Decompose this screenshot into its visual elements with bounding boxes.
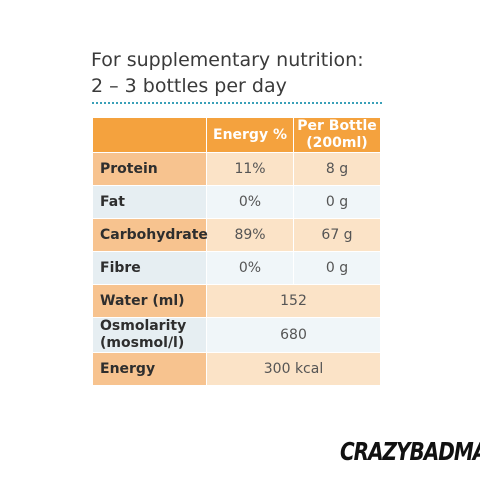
per-bottle-cell: 0 g	[293, 251, 381, 285]
row-label: Protein	[92, 152, 207, 186]
merged-value-cell: 152	[206, 284, 381, 318]
table-row: Water (ml) 152	[92, 284, 381, 318]
header-empty-cell	[92, 117, 207, 153]
table-row: Osmolarity (mosmol/l) 680	[92, 317, 381, 353]
energy-percent-cell: 11%	[206, 152, 294, 186]
brand-logo-text: CRAZYBADMAN	[340, 436, 480, 466]
row-label-line-2: (mosmol/l)	[100, 335, 185, 351]
table-row: Fat 0% 0 g	[92, 185, 381, 219]
header-per-bottle-line-1: Per Bottle	[297, 118, 377, 134]
table-row: Fibre 0% 0 g	[92, 251, 381, 285]
row-label: Osmolarity (mosmol/l)	[92, 317, 207, 353]
table-row: Energy 300 kcal	[92, 352, 381, 386]
table-row: Carbohydrate 89% 67 g	[92, 218, 381, 252]
row-label: Fat	[92, 185, 207, 219]
header-per-bottle: Per Bottle (200ml)	[293, 117, 381, 153]
header-per-bottle-line-2: (200ml)	[306, 135, 368, 151]
energy-percent-cell: 89%	[206, 218, 294, 252]
energy-percent-cell: 0%	[206, 185, 294, 219]
nutrition-table: Energy % Per Bottle (200ml) Protein 11% …	[92, 117, 381, 386]
per-bottle-cell: 8 g	[293, 152, 381, 186]
merged-value-cell: 300 kcal	[206, 352, 381, 386]
merged-value-cell: 680	[206, 317, 381, 353]
heading-line-2: 2 – 3 bottles per day	[91, 75, 287, 97]
table-header-row: Energy % Per Bottle (200ml)	[92, 117, 381, 153]
row-label: Carbohydrate	[92, 218, 208, 252]
row-label: Water (ml)	[92, 284, 207, 318]
dotted-divider	[92, 102, 382, 104]
per-bottle-cell: 67 g	[293, 218, 381, 252]
heading-line-1: For supplementary nutrition:	[91, 49, 364, 71]
energy-percent-cell: 0%	[206, 251, 294, 285]
heading: For supplementary nutrition: 2 – 3 bottl…	[91, 47, 471, 99]
row-label-line-1: Osmolarity	[100, 318, 187, 334]
row-label: Fibre	[92, 251, 207, 285]
per-bottle-cell: 0 g	[293, 185, 381, 219]
table-row: Protein 11% 8 g	[92, 152, 381, 186]
header-energy-percent: Energy %	[206, 117, 294, 153]
row-label: Energy	[92, 352, 207, 386]
